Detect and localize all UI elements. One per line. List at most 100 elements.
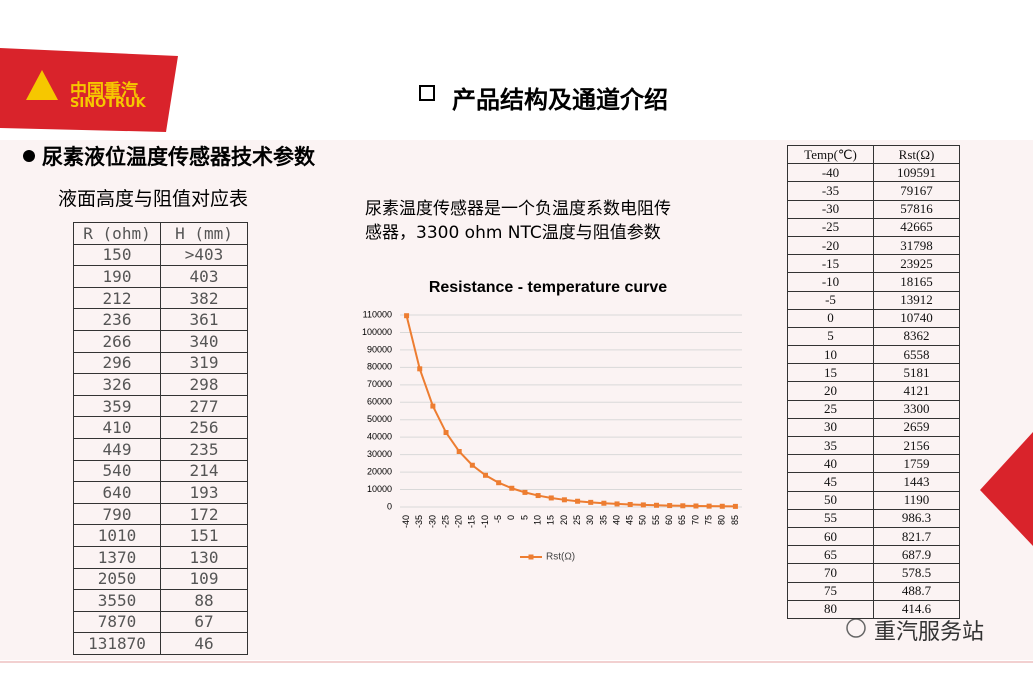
table-cell: 23925 [873,254,960,274]
table-row: 296 319 [73,351,248,375]
y-tick-label: 10000 [367,484,392,494]
data-point [680,503,686,509]
table-row: 15 5181 [787,363,960,383]
table-cell: 256 [160,416,248,439]
table-cell: 42665 [873,217,960,237]
table-row: 0 10740 [787,308,960,328]
table-cell: Rst(Ω) [873,144,960,165]
x-tick-label: 20 [559,515,569,525]
table-row: 20 4121 [787,381,960,401]
table-cell: 60 [787,526,874,547]
x-tick-label: 45 [625,515,635,525]
y-tick-label: 110000 [363,309,392,319]
table-cell: 10 [787,345,874,365]
table-row: -35 79167 [787,181,960,201]
x-tick-label: 50 [638,515,648,525]
x-tick-label: -35 [414,515,424,528]
data-point [654,502,659,508]
table-cell: 2156 [873,435,960,456]
table-cell: 540 [73,459,161,483]
logo-banner [0,48,178,132]
table-row: 640 193 [73,481,248,504]
data-point [404,313,410,319]
data-point [417,366,423,372]
table-cell: -15 [787,254,874,274]
legend-label: Rst(Ω) [546,552,575,563]
table-cell: 1443 [873,472,960,492]
x-tick-label: 80 [717,515,727,525]
data-point [548,495,554,501]
y-tick-label: 40000 [367,432,392,442]
table-cell: 403 [160,265,248,288]
table-cell: 235 [160,437,248,461]
table-cell: 361 [160,308,248,331]
description-line: 尿素温度传感器是一个负温度系数电阻传 [365,199,671,219]
data-point [706,503,712,509]
table-cell: 193 [160,481,248,504]
y-tick-label: 60000 [367,397,392,407]
data-point [588,499,594,505]
header-row: Temp(℃) Rst(Ω) [787,144,960,165]
table-cell: -25 [787,217,874,237]
table-cell: 57816 [873,199,960,219]
data-point [522,489,528,495]
table-cell: 687.9 [873,545,960,565]
x-tick-label: 85 [730,515,740,525]
table-cell: 277 [160,394,248,418]
x-tick-label: 5 [519,515,529,520]
data-point [627,501,633,507]
table-row: -25 42665 [787,217,960,237]
table-row: 30 2659 [787,417,960,438]
data-point [430,403,436,409]
description-line: 感器，3300 ohm NTC温度与阻值参数 [365,223,661,243]
table-cell: 0 [787,308,874,328]
table-cell: 3550 [73,589,161,612]
table-cell: -40 [787,163,874,183]
x-tick-label: 25 [572,515,582,525]
x-tick-label: -5 [493,515,503,523]
section-bullet [23,150,35,162]
x-tick-label: 10 [532,515,542,525]
table-cell: 414.6 [873,599,960,619]
table-cell: 20 [787,381,874,401]
table-row: 10 6558 [787,345,960,365]
table-cell: 1190 [873,490,960,510]
table-row: 212 382 [73,286,248,310]
y-tick-label: 70000 [367,379,392,389]
x-tick-label: 0 [506,515,516,520]
x-tick-label: -25 [440,515,450,528]
temperature-resistance-table: Temp(℃) Rst(Ω) -40 109591 -35 79167 -30 57816 -2… [787,144,960,619]
table-row: -10 18165 [787,272,960,292]
x-tick-label: -40 [401,515,411,528]
table-cell: 13912 [873,290,960,310]
table-cell: 109591 [873,163,960,183]
table-cell: 1759 [873,454,960,474]
table-cell: 151 [160,524,248,547]
table-row: 40 1759 [787,454,960,474]
x-tick-label: 15 [546,515,556,525]
table-row: 45 1443 [787,472,960,492]
table-cell: 25 [787,399,874,419]
table-cell: 821.7 [873,526,960,547]
table-row: 7870 67 [73,610,248,634]
table-cell: H (mm) [160,222,248,245]
table-cell: 488.7 [873,581,960,601]
table-row: 1370 130 [73,545,248,569]
table-cell: 382 [160,286,248,310]
table-cell: 640 [73,481,161,504]
x-tick-label: -30 [427,515,437,528]
table-row: 266 340 [73,329,248,353]
logo-en: SINOTRUK [70,96,146,111]
table-row: 25 3300 [787,399,960,419]
table-caption: 液面高度与阻值对应表 [58,188,249,210]
x-tick-label: -20 [454,515,464,528]
table-cell: 2050 [73,567,161,591]
data-point [443,430,449,436]
table-cell: 88 [160,589,248,612]
table-cell: 10740 [873,308,960,328]
table-cell: 236 [73,308,161,331]
table-row: -15 23925 [787,254,960,274]
table-cell: 30 [787,417,874,438]
table-cell: 150 [73,243,161,267]
watermark: 重汽服务站 [874,620,985,645]
